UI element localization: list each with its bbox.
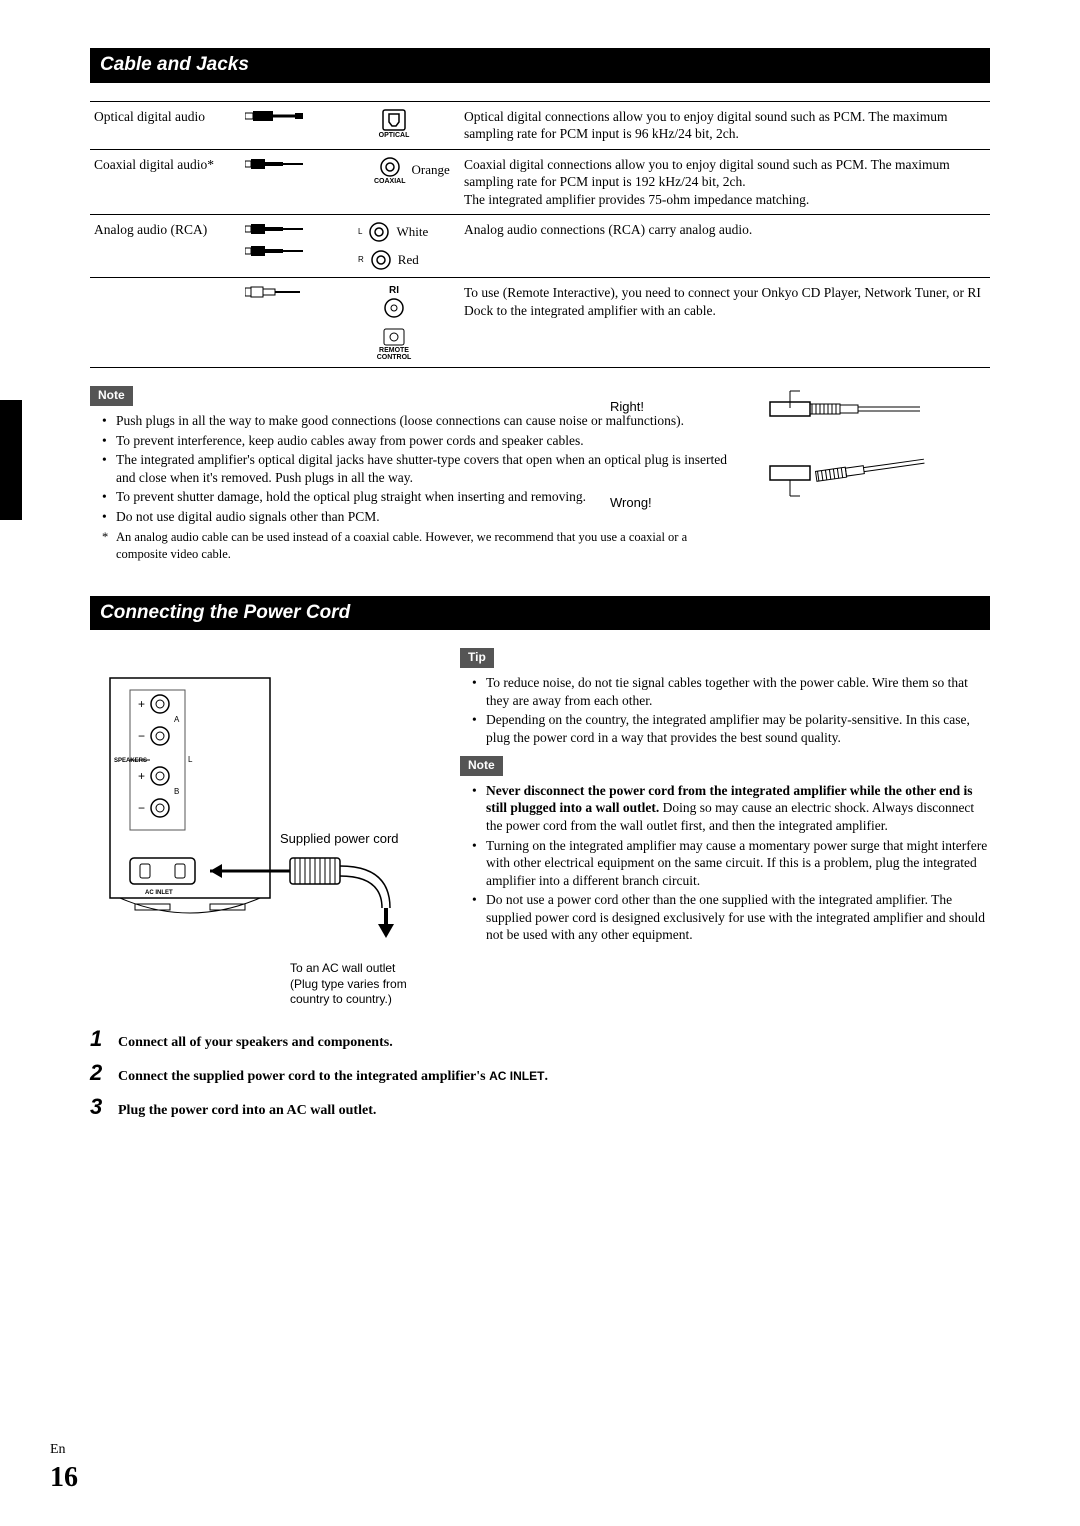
step-text: Connect all of your speakers and compone… [118,1034,393,1052]
step-number: 3 [90,1096,110,1118]
cable-icon [230,149,330,215]
jack-icon-cell: RI REMOTE CONTROL [330,278,460,368]
cable-desc: Optical digital connections allow you to… [460,101,990,149]
color-label: Red [398,252,419,269]
note-item: Push plugs in all the way to make good c… [102,412,740,430]
color-label: Orange [412,162,450,179]
jack-icon-cell: OPTICAL [330,101,460,149]
note-item: Do not use a power cord other than the o… [472,891,990,944]
note-list: Never disconnect the power cord from the… [460,782,990,944]
jack-icon-cell: COAXIAL Orange [330,149,460,215]
jack-label: REMOTE CONTROL [377,347,412,361]
optical-jack-icon [381,108,407,132]
table-row: RI REMOTE CONTROL To use (Remote Interac… [90,278,990,368]
page-footer: En 16 [50,1441,78,1496]
plug-right-label: Right! [610,399,644,414]
ri-label: RI [389,284,399,297]
svg-text:AC INLET: AC INLET [145,890,173,896]
step-text: Plug the power cord into an AC wall outl… [118,1102,376,1120]
note-badge: Note [90,386,133,406]
step-number: 1 [90,1028,110,1050]
svg-text:+: + [138,697,145,711]
table-row: Coaxial digital audio* COAXIAL Orange [90,149,990,215]
page-number: 16 [50,1460,78,1496]
steps-list: 1 Connect all of your speakers and compo… [90,1028,990,1121]
tip-badge: Tip [460,648,494,668]
note-badge: Note [460,756,503,776]
section-header-power: Connecting the Power Cord [90,596,990,631]
rca-jack-icon [370,249,392,271]
tip-item: Depending on the country, the integrated… [472,711,990,746]
svg-text:+: + [138,769,145,783]
step-text: Connect the supplied power cord to the i… [118,1068,548,1086]
plug-right-demo: Right! [760,386,990,448]
cable-desc: To use (Remote Interactive), you need to… [460,278,990,368]
rca-jack-icon [379,156,401,178]
note-item: The integrated amplifier's optical digit… [102,451,740,486]
jack-label: OPTICAL [379,132,410,139]
channel-r: R [358,255,364,265]
svg-text:SPEAKERS: SPEAKERS [114,758,147,764]
svg-text:A: A [174,715,180,724]
cable-icon [230,101,330,149]
note-item: Do not use digital audio signals other t… [102,508,740,526]
lang-label: En [50,1441,78,1459]
note-item: Never disconnect the power cord from the… [472,782,990,835]
svg-text:L: L [188,755,193,764]
note-item: Turning on the integrated amplifier may … [472,837,990,890]
svg-text:B: B [174,787,179,796]
tip-item: To reduce noise, do not tie signal cable… [472,674,990,709]
jack-label: COAXIAL [374,178,406,185]
cable-desc: Analog audio connections (RCA) carry ana… [460,215,990,278]
asterisk-note: An analog audio cable can be used instea… [90,529,740,562]
cable-icon [230,215,330,278]
section-header-cable: Cable and Jacks [90,48,990,83]
step-item: 2 Connect the supplied power cord to the… [90,1062,990,1086]
cable-name: Coaxial digital audio* [90,149,230,215]
rca-plug-icon [245,221,315,261]
step-item: 1 Connect all of your speakers and compo… [90,1028,990,1052]
side-tab [0,400,22,520]
table-row: Analog audio (RCA) L White [90,215,990,278]
cable-table: Optical digital audio OPTICAL Optical di… [90,101,990,369]
step-item: 3 Plug the power cord into an AC wall ou… [90,1096,990,1120]
svg-text:Supplied power cord: Supplied power cord [280,831,399,846]
step-number: 2 [90,1062,110,1084]
cable-name: Analog audio (RCA) [90,215,230,278]
cable-desc: Coaxial digital connections allow you to… [460,149,990,215]
rca-jack-icon [368,221,390,243]
optical-plug-icon [245,108,315,124]
svg-text:−: − [138,801,145,815]
color-label: White [396,224,428,241]
remote-jack-icon [382,327,406,347]
cable-icon [230,278,330,368]
svg-text:−: − [138,729,145,743]
note-item: To prevent interference, keep audio cabl… [102,432,740,450]
table-row: Optical digital audio OPTICAL Optical di… [90,101,990,149]
coax-plug-icon [245,156,315,172]
cable-name [90,278,230,368]
ri-plug-icon [245,284,315,300]
cable-name: Optical digital audio [90,101,230,149]
plug-wrong-demo: Wrong! [760,458,990,526]
jack-icon-cell: L White R Red [330,215,460,278]
ri-jack-icon [383,297,405,319]
power-diagram: + A − SPEAKERS L + B − AC INLET [90,648,430,1007]
tip-list: To reduce noise, do not tie signal cable… [460,674,990,746]
channel-l: L [358,227,362,237]
plug-wrong-label: Wrong! [610,495,652,510]
